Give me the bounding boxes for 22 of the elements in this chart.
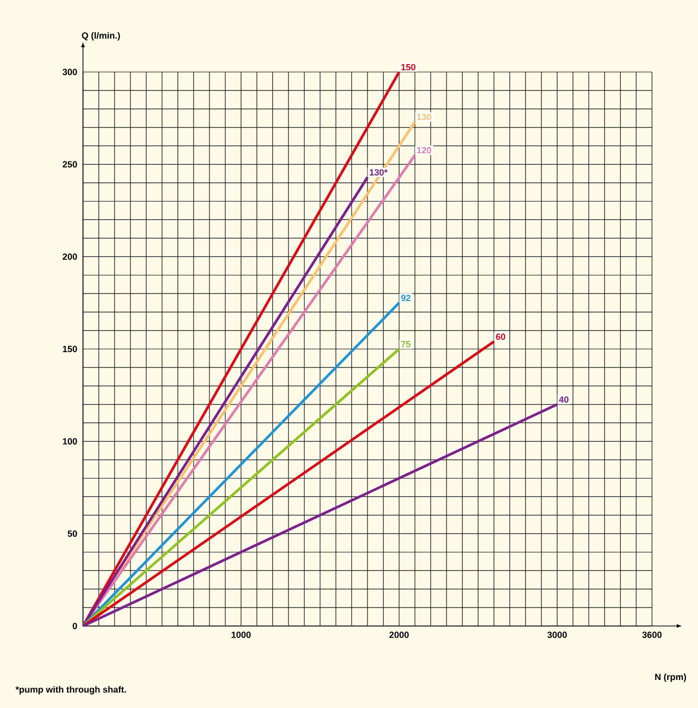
y-tick-label: 300 — [62, 68, 77, 76]
series-label: 130 — [417, 114, 432, 120]
series-label: 130* — [370, 169, 388, 176]
series-label: 120 — [417, 147, 432, 154]
y-tick-label: 150 — [62, 346, 77, 352]
series-label: 92 — [401, 294, 410, 302]
y-tick-label: 250 — [62, 161, 77, 168]
text: *pump with through shaft. — [16, 686, 126, 694]
series-label: 60 — [496, 334, 506, 340]
series-label: 40 — [559, 396, 568, 403]
series-label: 150 — [401, 64, 416, 70]
y-tick-label: 50 — [68, 530, 77, 537]
x-tick-label: 1000 — [232, 632, 251, 638]
series-label: 75 — [401, 341, 411, 348]
x-tick-label: 2000 — [389, 632, 409, 638]
x-tick-label: 3000 — [547, 632, 567, 638]
y-tick-label: 100 — [62, 438, 77, 445]
y-axis-title: Q (l/min.) — [82, 32, 120, 40]
x-tick-label: 3600 — [642, 632, 662, 638]
y-tick-label: 0 — [72, 622, 77, 630]
y-tick-label: 200 — [62, 253, 77, 260]
x-axis-title: N (rpm) — [655, 674, 686, 682]
